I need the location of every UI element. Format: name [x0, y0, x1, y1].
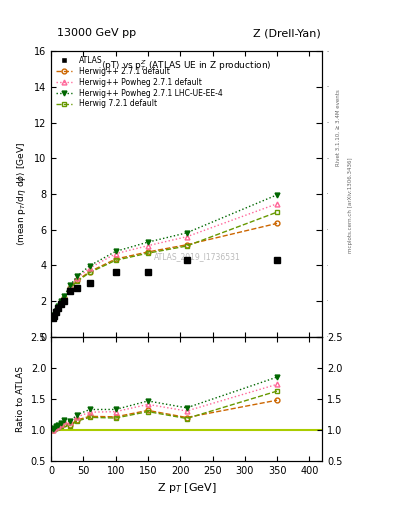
X-axis label: Z p$_T$ [GeV]: Z p$_T$ [GeV] [157, 481, 217, 495]
Text: 13000 GeV pp: 13000 GeV pp [57, 28, 136, 38]
Text: Rivet 3.1.10, ≥ 3.4M events: Rivet 3.1.10, ≥ 3.4M events [336, 90, 341, 166]
Y-axis label: $\langle$mean p$_T$/d$\eta$ d$\phi$$\rangle$ [GeV]: $\langle$mean p$_T$/d$\eta$ d$\phi$$\ran… [15, 142, 28, 246]
Text: mcplots.cern.ch [arXiv:1306.3436]: mcplots.cern.ch [arXiv:1306.3436] [348, 157, 353, 252]
Text: $\langle$pT$\rangle$ vs p$_T^Z$ (ATLAS UE in Z production): $\langle$pT$\rangle$ vs p$_T^Z$ (ATLAS U… [101, 58, 272, 73]
Text: Z (Drell-Yan): Z (Drell-Yan) [253, 28, 320, 38]
Legend: ATLAS, Herwig++ 2.7.1 default, Herwig++ Powheg 2.7.1 default, Herwig++ Powheg 2.: ATLAS, Herwig++ 2.7.1 default, Herwig++ … [54, 54, 224, 110]
Text: ATLAS_2019_I1736531: ATLAS_2019_I1736531 [154, 252, 241, 261]
Y-axis label: Ratio to ATLAS: Ratio to ATLAS [16, 366, 25, 432]
